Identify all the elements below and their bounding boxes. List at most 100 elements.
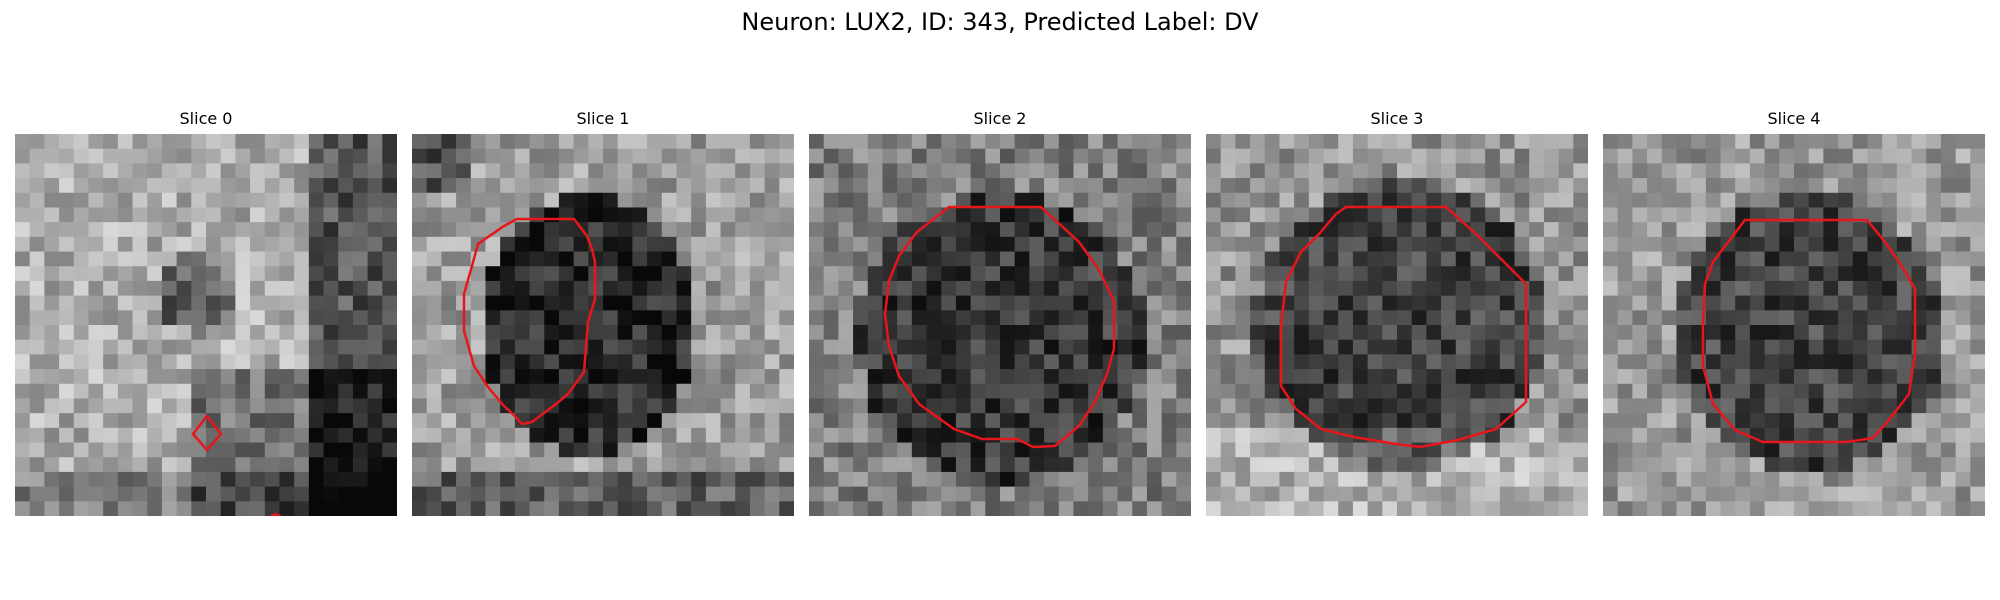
slice-0-pixel (176, 383, 192, 400)
slice-1-pixel (544, 310, 560, 326)
slice-2-pixel (823, 148, 839, 164)
slice-2-pixel (1044, 339, 1060, 355)
slice-0-pixel (117, 251, 134, 267)
slice-3-pixel (1294, 222, 1310, 238)
slice-1-pixel (529, 163, 545, 179)
slice-1-pixel (661, 427, 678, 444)
slice-1-pixel (456, 354, 472, 370)
slice-0-pixel-grid (15, 134, 397, 516)
slice-4-pixel (1852, 442, 1869, 458)
slice-2-pixel (809, 295, 825, 311)
slice-4-pixel (1764, 222, 1780, 238)
slice-0-pixel (323, 207, 339, 223)
slice-4-pixel (1852, 236, 1869, 253)
slice-0-pixel (382, 325, 397, 341)
slice-2-pixel (1146, 427, 1163, 444)
slice-1-pixel (735, 280, 751, 297)
slice-3-pixel (1543, 163, 1560, 179)
slice-4-pixel (1749, 236, 1766, 253)
slice-2-pixel (1088, 192, 1104, 209)
slice-4-pixel (1691, 192, 1707, 209)
slice-0-pixel (103, 192, 119, 209)
slice-0-pixel (352, 398, 369, 414)
slice-2-pixel (955, 413, 972, 429)
slice-3-pixel (1558, 339, 1574, 355)
slice-3-pixel (1485, 413, 1501, 429)
slice-3-pixel (1426, 236, 1442, 253)
slice-1-pixel (647, 192, 663, 209)
slice-0-pixel (15, 457, 31, 473)
slice-4-pixel (1647, 413, 1663, 429)
slice-0-pixel (132, 325, 148, 341)
slice-4-pixel (1867, 354, 1883, 370)
slice-3-pixel (1411, 501, 1427, 516)
slice-4-pixel (1691, 457, 1707, 473)
slice-3-pixel (1323, 134, 1339, 150)
slice-3-pixel (1338, 295, 1354, 311)
slice-2-pixel (1161, 383, 1177, 400)
slice-3-pixel (1250, 280, 1266, 297)
slice-0-pixel (132, 457, 148, 473)
slice-4-pixel (1749, 266, 1766, 282)
slice-3-pixel (1426, 148, 1442, 164)
slice-0-pixel (191, 251, 207, 267)
slice-3-pixel (1220, 471, 1236, 488)
slice-2-pixel (1161, 178, 1177, 194)
slice-3-pixel (1543, 192, 1560, 209)
slice-0-pixel (73, 192, 90, 209)
slice-2-pixel (1161, 339, 1177, 355)
slice-4-pixel (1676, 427, 1692, 444)
slice-4-pixel (1794, 266, 1810, 282)
slice-3-pixel (1426, 310, 1442, 326)
slice-1-pixel (661, 222, 678, 238)
slice-0-pixel (161, 486, 178, 502)
slice-1-pixel (456, 163, 472, 179)
slice-3-pixel (1206, 295, 1222, 311)
slice-3-pixel (1235, 339, 1251, 355)
slice-2-pixel (838, 486, 854, 502)
slice-0-pixel (88, 354, 104, 370)
slice-2-pixel (1146, 442, 1163, 458)
slice-1-pixel (500, 295, 516, 311)
slice-4-pixel (1661, 266, 1678, 282)
slice-2-pixel (882, 178, 898, 194)
slice-3-pixel (1323, 354, 1339, 370)
slice-4-pixel (1661, 280, 1678, 297)
slice-4-pixel (1926, 222, 1942, 238)
slice-0-pixel (29, 163, 45, 179)
slice-2-pixel (1146, 222, 1163, 238)
slice-0-pixel (161, 457, 178, 473)
slice-1-pixel (779, 413, 794, 429)
slice-0-pixel (294, 383, 310, 400)
slice-4-pixel (1705, 501, 1722, 516)
slice-3-pixel (1338, 325, 1354, 341)
slice-0-pixel (235, 427, 251, 444)
slice-3-pixel (1499, 266, 1516, 282)
slice-3-pixel (1382, 413, 1398, 429)
slice-2-pixel (1146, 266, 1163, 282)
slice-4-pixel (1896, 501, 1913, 516)
slice-2-pixel (1132, 501, 1148, 516)
slice-4-pixel (1764, 295, 1780, 311)
slice-1-pixel (647, 236, 663, 253)
slice-1-pixel (426, 134, 442, 150)
slice-3-pixel (1308, 134, 1325, 150)
slice-2-pixel (941, 310, 957, 326)
slice-0-pixel (250, 427, 266, 444)
slice-0-pixel (294, 295, 310, 311)
slice-0-pixel (382, 178, 397, 194)
slice-2-pixel (1176, 486, 1191, 502)
slice-2-pixel (1073, 383, 1089, 400)
slice-4-pixel (1735, 501, 1751, 516)
slice-1-pixel (441, 339, 457, 355)
slice-0-pixel (220, 310, 236, 326)
slice-1-pixel (691, 501, 707, 516)
slice-4-pixel (1764, 383, 1780, 400)
slice-1-pixel (588, 457, 604, 473)
slice-2-pixel (926, 398, 942, 414)
slice-0-pixel (308, 266, 325, 282)
slice-4-pixel (1838, 325, 1854, 341)
slice-1-pixel (720, 295, 736, 311)
slice-3-pixel (1308, 354, 1325, 370)
slice-1-pixel (426, 501, 442, 516)
